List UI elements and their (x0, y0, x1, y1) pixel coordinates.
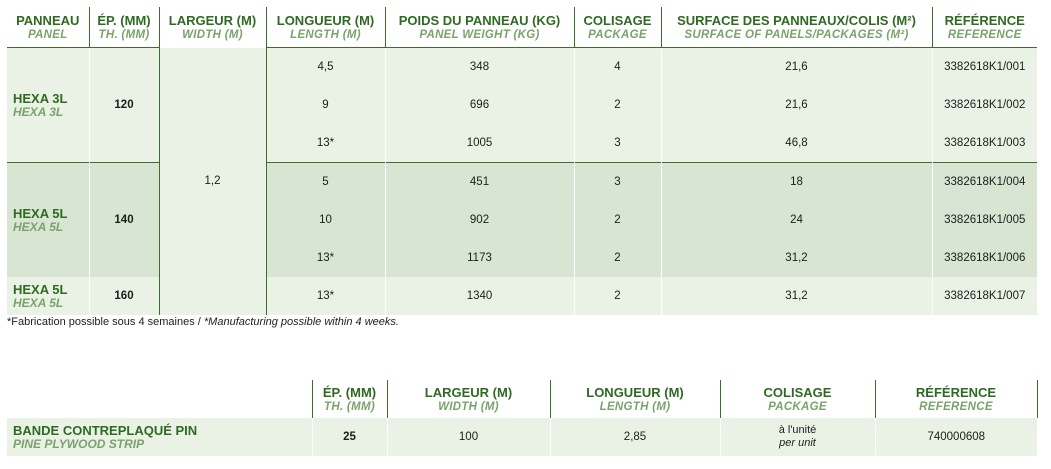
width-cell: 1,2 (158, 47, 267, 315)
package-cell: 2 (573, 239, 661, 277)
surface-cell: 46,8 (660, 124, 932, 163)
package-cell: à l'unité per unit (719, 418, 875, 456)
header-length: LONGUEUR (M) LENGTH (M) (549, 380, 720, 418)
weight-cell: 1005 (384, 124, 574, 163)
table-row: 13* 1005 3 46,8 3382618K1/003 (7, 124, 1037, 163)
length-cell: 13* (265, 239, 385, 277)
surface-cell: 31,2 (660, 239, 932, 277)
panel-name-cell: HEXA 5L HEXA 5L (7, 277, 89, 315)
table-row: 13* 1173 2 31,2 3382618K1/006 (7, 239, 1037, 277)
header-reference: RÉFÉRENCE REFERENCE (931, 7, 1037, 48)
weight-cell: 1173 (384, 239, 574, 277)
thickness-cell: 25 (311, 418, 387, 456)
reference-cell: 3382618K1/005 (931, 201, 1037, 239)
surface-cell: 31,2 (660, 277, 932, 315)
header-surface: SURFACE DES PANNEAUX/COLIS (M²) SURFACE O… (660, 7, 932, 48)
weight-cell: 902 (384, 201, 574, 239)
reference-cell: 3382618K1/006 (931, 239, 1037, 277)
reference-cell: 3382618K1/002 (931, 86, 1037, 124)
table-header-row: PANNEAU PANEL ÉP. (MM) TH. (MM) LARGEUR (M… (7, 7, 1037, 48)
panel-name-cell: HEXA 5L HEXA 5L (7, 162, 89, 277)
header-width: LARGEUR (M) WIDTH (M) (386, 380, 550, 418)
table-row: HEXA 5L HEXA 5L 140 5 451 3 18 3382618K1/… (7, 162, 1037, 277)
table-header-row: ÉP. (MM) TH. (MM) LARGEUR (M) WIDTH (M) LO… (7, 380, 1038, 418)
length-cell: 10 (265, 201, 385, 239)
table-row: BANDE CONTREPLAQUÉ PIN PINE PLYWOOD STRIP… (7, 418, 1037, 456)
length-cell: 4,5 (265, 47, 385, 86)
header-thickness: ÉP. (MM) TH. (MM) (88, 7, 159, 48)
package-cell: 2 (573, 86, 661, 124)
header-package: COLISAGE PACKAGE (719, 380, 875, 418)
reference-cell: 3382618K1/004 (931, 162, 1037, 201)
length-cell: 13* (265, 124, 385, 163)
weight-cell: 451 (384, 162, 574, 201)
header-blank (7, 380, 312, 418)
header-thickness: ÉP. (MM) TH. (MM) (311, 380, 387, 418)
package-cell: 3 (573, 162, 661, 201)
table-row: HEXA 5L HEXA 5L 160 13* 1340 2 31,2 33826… (7, 277, 1037, 315)
header-weight: POIDS DU PANNEAU (KG) PANEL WEIGHT (KG) (384, 7, 574, 48)
header-length: LONGUEUR (M) LENGTH (M) (265, 7, 385, 48)
thickness-cell: 140 (88, 162, 159, 277)
thickness-cell: 120 (88, 47, 159, 163)
package-cell: 2 (573, 201, 661, 239)
length-cell: 5 (265, 162, 385, 201)
reference-cell: 3382618K1/001 (931, 47, 1037, 86)
length-cell: 13* (265, 277, 385, 315)
plywood-strip-table: ÉP. (MM) TH. (MM) LARGEUR (M) WIDTH (M) LO… (7, 380, 1038, 456)
header-width: LARGEUR (M) WIDTH (M) (158, 7, 266, 48)
length-cell: 2,85 (549, 418, 720, 456)
surface-cell: 24 (660, 201, 932, 239)
weight-cell: 696 (384, 86, 574, 124)
weight-cell: 348 (384, 47, 574, 86)
surface-cell: 21,6 (660, 86, 932, 124)
reference-cell: 3382618K1/007 (931, 277, 1037, 315)
table-row: HEXA 3L HEXA 3L 120 1,2 4,5 348 4 21,6 33… (7, 47, 1037, 315)
header-package: COLISAGE PACKAGE (573, 7, 661, 48)
thickness-cell: 160 (88, 277, 159, 315)
package-cell: 2 (573, 277, 661, 315)
panel-name-cell: HEXA 3L HEXA 3L (7, 47, 89, 163)
width-cell: 100 (386, 418, 550, 456)
reference-cell: 3382618K1/003 (931, 124, 1037, 163)
package-cell: 4 (573, 47, 661, 86)
surface-cell: 18 (660, 162, 932, 201)
product-name-cell: BANDE CONTREPLAQUÉ PIN PINE PLYWOOD STRIP (7, 418, 312, 456)
package-cell: 3 (573, 124, 661, 163)
table-row: 10 902 2 24 3382618K1/005 (7, 201, 1037, 239)
panel-spec-table: PANNEAU PANEL ÉP. (MM) TH. (MM) LARGEUR (M… (7, 7, 1037, 315)
header-panel: PANNEAU PANEL (16, 12, 80, 41)
surface-cell: 21,6 (660, 47, 932, 86)
footnote-fr: *Fabrication possible sous 4 semaines / (7, 316, 204, 328)
weight-cell: 1340 (384, 277, 574, 315)
length-cell: 9 (265, 86, 385, 124)
table-row: 9 696 2 21,6 3382618K1/002 (7, 86, 1037, 124)
header-reference: RÉFÉRENCE REFERENCE (874, 380, 1038, 418)
footnote-en: *Manufacturing possible within 4 weeks. (203, 316, 399, 328)
footnote: *Fabrication possible sous 4 semaines / … (7, 316, 399, 328)
reference-cell: 740000608 (874, 418, 1037, 456)
